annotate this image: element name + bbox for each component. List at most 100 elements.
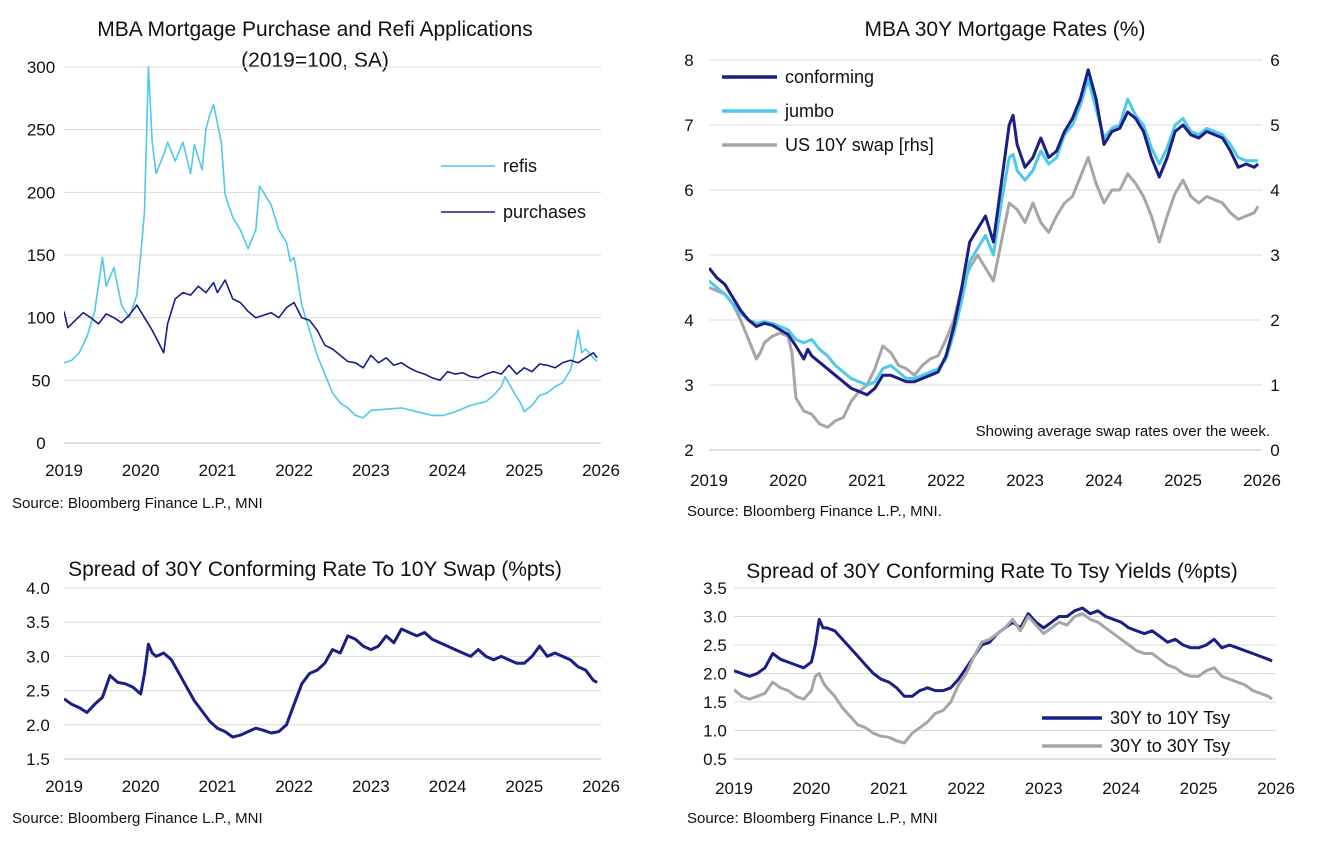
x-tick-label: 2019	[690, 471, 728, 490]
y-tick-label: 1.5	[703, 693, 727, 712]
x-tick-label: 2024	[1085, 471, 1123, 490]
y2-tick-label: 1	[1270, 376, 1279, 395]
legend-entry: purchases	[441, 202, 586, 222]
series-line-conforming	[709, 68, 1260, 397]
chart-mortgage-rates-svg: MBA 30Y Mortgage Rates (%) Showing avera…	[684, 18, 1281, 520]
gridlines	[734, 587, 1276, 760]
y-tick-label: 3	[684, 376, 693, 395]
x-tick-label: 2022	[927, 471, 965, 490]
x-tick-label: 2022	[275, 461, 313, 480]
legend-label: purchases	[503, 202, 586, 222]
x-tick-label: 2023	[352, 461, 390, 480]
x-tick-label: 2025	[1180, 779, 1218, 798]
legend-label: jumbo	[784, 101, 834, 121]
y-tick-label: 4	[684, 311, 693, 330]
chart-spread-swap: Spread of 30Y Conforming Rate To 10Y Swa…	[0, 540, 640, 849]
x-tick-label: 2019	[45, 461, 83, 480]
x-tick-label: 2026	[582, 461, 620, 480]
y2-tick-label: 3	[1270, 246, 1279, 265]
x-tick-label: 2025	[505, 777, 543, 796]
x-tick-label: 2019	[45, 777, 83, 796]
chart-subtitle: (2019=100, SA)	[241, 49, 389, 72]
chart-source: Source: Bloomberg Finance L.P., MNI	[687, 810, 938, 827]
y-tick-label: 3.5	[26, 613, 50, 632]
y-tick-label: 1.5	[26, 750, 50, 769]
chart-title: Spread of 30Y Conforming Rate To Tsy Yie…	[746, 560, 1237, 583]
x-tick-label: 2025	[1164, 471, 1202, 490]
x-tick-label: 2020	[122, 777, 160, 796]
chart-spread-swap-svg: Spread of 30Y Conforming Rate To 10Y Swa…	[12, 558, 620, 827]
series-line-jumbo	[709, 78, 1259, 387]
y-tick-label: 2	[684, 441, 693, 460]
y-tick-label: 1.0	[703, 722, 727, 741]
series-line-spread	[64, 627, 598, 739]
chart-spread-tsy: Spread of 30Y Conforming Rate To Tsy Yie…	[665, 540, 1329, 849]
y-tick-label: 3.0	[703, 608, 727, 627]
x-tick-label: 2025	[505, 461, 543, 480]
legend-entry: 30Y to 30Y Tsy	[1042, 736, 1230, 756]
x-tick-label: 2021	[199, 461, 237, 480]
chart-annotation: Showing average swap rates over the week…	[976, 423, 1270, 440]
y-tick-label: 4.0	[26, 579, 50, 598]
chart-source: Source: Bloomberg Finance L.P., MNI.	[687, 503, 942, 520]
x-tick-label: 2022	[947, 779, 985, 798]
y2-tick-label: 2	[1270, 311, 1279, 330]
x-tick-label: 2019	[715, 779, 753, 798]
y-tick-label: 2.0	[703, 665, 727, 684]
y-tick-label: 50	[32, 371, 51, 390]
chart-title: Spread of 30Y Conforming Rate To 10Y Swa…	[68, 558, 562, 581]
y-tick-label: 0	[36, 434, 45, 453]
chart-purchase-refi-svg: MBA Mortgage Purchase and Refi Applicati…	[12, 18, 620, 512]
series-line-refis	[64, 66, 598, 419]
x-tick-label: 2021	[199, 777, 237, 796]
y-tick-label: 2.5	[703, 636, 727, 655]
legend-entry: US 10Y swap [rhs]	[722, 135, 934, 155]
y2-tick-label: 0	[1270, 441, 1279, 460]
legend-label: conforming	[785, 67, 874, 87]
y2-tick-label: 5	[1270, 116, 1279, 135]
legend-entry: refis	[441, 156, 537, 176]
x-tick-label: 2023	[352, 777, 390, 796]
x-tick-label: 2020	[769, 471, 807, 490]
y-tick-label: 100	[27, 309, 55, 328]
y-tick-label: 200	[27, 183, 55, 202]
gridlines	[64, 66, 601, 444]
x-tick-label: 2023	[1025, 779, 1063, 798]
legend-label: US 10Y swap [rhs]	[785, 135, 934, 155]
legend-label: refis	[503, 156, 537, 176]
y-tick-label: 300	[27, 58, 55, 77]
chart-title: MBA Mortgage Purchase and Refi Applicati…	[97, 18, 532, 41]
x-tick-label: 2023	[1006, 471, 1044, 490]
x-tick-label: 2026	[1243, 471, 1281, 490]
chart-mortgage-rates: MBA 30Y Mortgage Rates (%) Showing avera…	[665, 0, 1329, 530]
chart-source: Source: Bloomberg Finance L.P., MNI	[12, 495, 263, 512]
y-tick-label: 2.5	[26, 682, 50, 701]
x-tick-label: 2021	[870, 779, 908, 798]
x-tick-label: 2021	[848, 471, 886, 490]
y-tick-label: 2.0	[26, 716, 50, 735]
y-tick-label: 3.0	[26, 647, 50, 666]
legend-label: 30Y to 10Y Tsy	[1110, 708, 1230, 728]
chart-title: MBA 30Y Mortgage Rates (%)	[865, 18, 1146, 41]
x-tick-label: 2020	[122, 461, 160, 480]
y2-tick-label: 6	[1270, 51, 1279, 70]
y-tick-label: 150	[27, 246, 55, 265]
legend-entry: jumbo	[722, 101, 834, 121]
y-tick-label: 250	[27, 121, 55, 140]
x-tick-label: 2020	[793, 779, 831, 798]
x-tick-label: 2026	[582, 777, 620, 796]
x-tick-label: 2024	[1102, 779, 1140, 798]
y-tick-label: 6	[684, 181, 693, 200]
y-tick-label: 8	[684, 51, 693, 70]
x-tick-label: 2026	[1257, 779, 1295, 798]
legend-entry: 30Y to 10Y Tsy	[1042, 708, 1230, 728]
chart-spread-tsy-svg: Spread of 30Y Conforming Rate To Tsy Yie…	[687, 560, 1295, 827]
x-tick-label: 2022	[275, 777, 313, 796]
x-tick-label: 2024	[429, 777, 467, 796]
series-line-30y-to-30y-tsy	[734, 612, 1273, 745]
x-tick-label: 2024	[429, 461, 467, 480]
series-line-us-10y-swap-rhs	[709, 156, 1260, 429]
y-tick-label: 0.5	[703, 750, 727, 769]
chart-purchase-refi: MBA Mortgage Purchase and Refi Applicati…	[0, 0, 640, 520]
y2-tick-label: 4	[1270, 181, 1279, 200]
